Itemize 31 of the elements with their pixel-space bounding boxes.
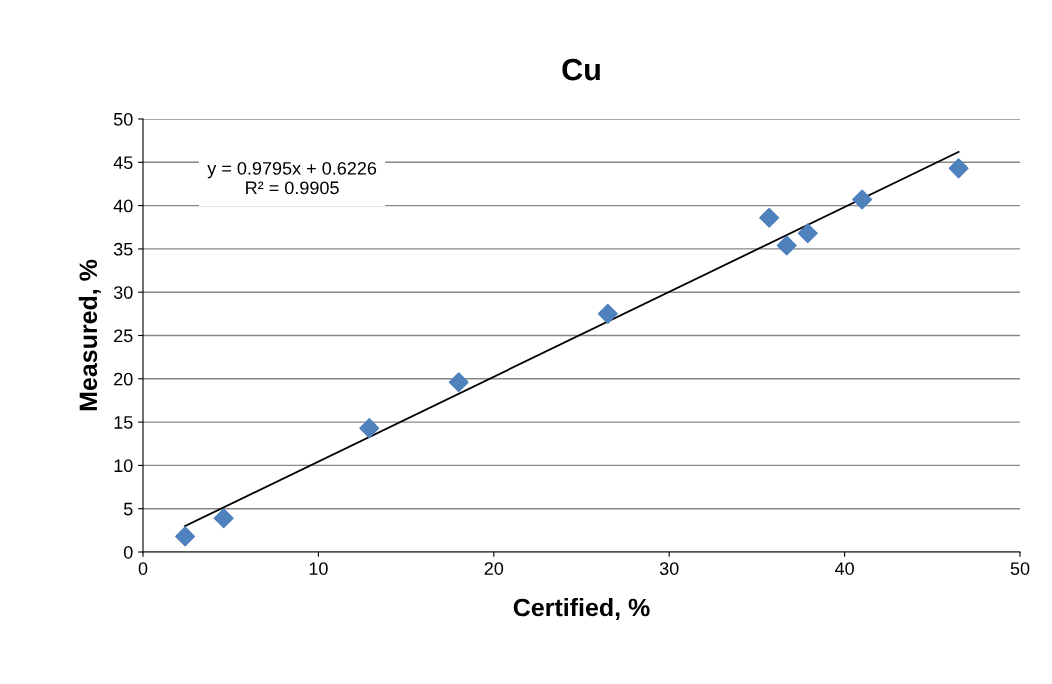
x-tick-label: 30 [659,562,679,575]
point [448,372,469,393]
chart-title: Cu [562,58,600,81]
y-tick-label: 5 [123,502,133,516]
y-axis-title: Measured, % [78,259,101,411]
x-tick-label: 50 [1010,562,1030,575]
point [213,508,234,529]
x-axis-title: Certified, % [513,598,650,620]
y-tick-label: 35 [113,242,133,256]
x-tick-label: 20 [484,562,504,575]
y-tick-label: 0 [123,545,133,559]
point [948,158,969,179]
point [597,303,618,324]
y-tick-label: 45 [113,156,133,170]
y-tick-label: 50 [113,112,133,126]
y-tick-label: 40 [113,199,133,213]
y-tick-label: 15 [114,416,133,429]
y-tick-label: 10 [114,459,133,473]
x-tick-label: 40 [834,562,854,575]
x-tick-label: 10 [309,562,328,575]
y-tick-label: 30 [113,286,133,299]
point [759,207,780,228]
x-tick-label: 0 [138,562,148,575]
point [776,235,797,256]
y-tick-label: 20 [114,372,133,386]
y-tick-label: 25 [114,329,133,343]
point [359,418,380,439]
point [797,223,818,244]
point [175,526,196,547]
point [852,189,873,210]
annotation: y = 0.9795x + 0.6226 R² = 0.9905 [207,161,377,195]
